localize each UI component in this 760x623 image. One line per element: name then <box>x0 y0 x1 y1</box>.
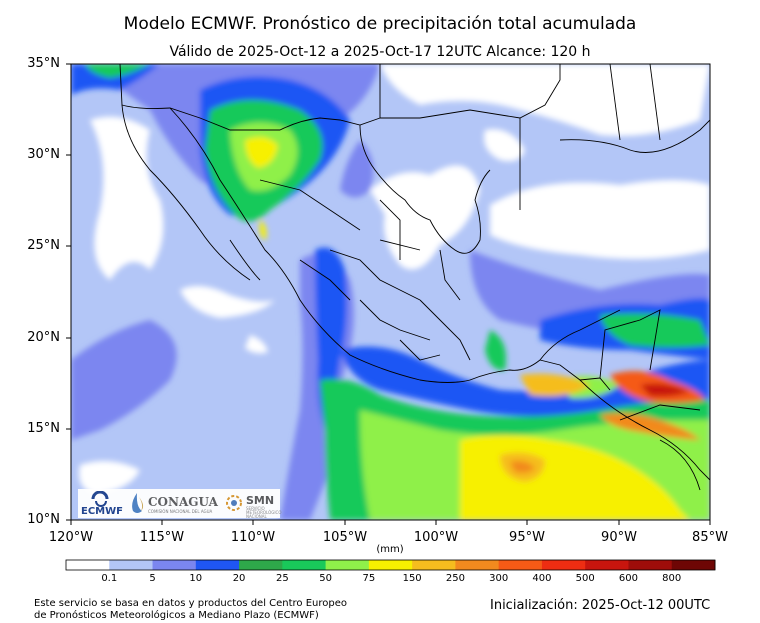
axis-ticks <box>66 63 711 525</box>
lat-label: 15°N <box>27 421 60 436</box>
lon-label: 105°W <box>322 530 368 545</box>
footer-credit: Este servicio se basa en datos y product… <box>34 598 348 621</box>
ecmwf-logo: ECMWF <box>81 490 123 517</box>
colorbar-label: 75 <box>362 573 376 584</box>
colorbar-swatch <box>498 560 543 570</box>
colorbar-swatch <box>412 560 456 570</box>
colorbar-swatch <box>455 560 500 570</box>
lon-label: 85°W <box>692 530 728 545</box>
lat-label: 30°N <box>27 147 60 162</box>
colorbar-label: 150 <box>402 573 422 584</box>
colorbar-swatch <box>325 560 370 570</box>
colorbar-label: 20 <box>232 573 246 584</box>
footer-init-time: Inicialización: 2025-Oct-12 00UTC <box>490 598 711 613</box>
units-label: (mm) <box>376 544 404 555</box>
colorbar-label: 250 <box>445 573 465 584</box>
lon-label: 120°W <box>48 530 94 545</box>
colorbar-label: 50 <box>319 573 332 584</box>
colorbar-label: 0.1 <box>101 573 118 584</box>
colorbar-swatch <box>628 560 673 570</box>
colorbar-swatch <box>66 560 110 570</box>
colorbar-label: 10 <box>189 573 203 584</box>
lat-label: 20°N <box>27 330 60 345</box>
lon-label: 100°W <box>413 530 459 545</box>
colorbar <box>66 560 716 570</box>
lon-label: 115°W <box>139 530 185 545</box>
colorbar-swatch <box>195 560 240 570</box>
smn-logo: SMN SERVICIO METEOROLÓGICO NACIONAL <box>224 491 281 519</box>
borders <box>119 64 710 491</box>
colorbar-swatch <box>541 560 586 570</box>
map-title: Modelo ECMWF. Pronóstico de precipitació… <box>123 14 637 34</box>
lon-label: 95°W <box>509 530 545 545</box>
logos-panel: ECMWF CONAGUA COMISIÓN NACIONAL DEL AGUA… <box>78 489 281 519</box>
map-subtitle: Válido de 2025-Oct-12 a 2025-Oct-17 12UT… <box>169 44 591 60</box>
colorbar-label: 25 <box>275 573 289 584</box>
colorbar-swatch <box>152 560 197 570</box>
map-frame <box>70 63 711 521</box>
colorbar-swatch <box>585 560 629 570</box>
colorbar-swatch <box>671 560 716 570</box>
lat-label: 25°N <box>27 238 60 253</box>
colorbar-label: 5 <box>149 573 156 584</box>
colorbar-label: 800 <box>662 573 682 584</box>
ecmwf-logo-text: ECMWF <box>81 506 123 517</box>
colorbar-swatch <box>368 560 413 570</box>
colorbar-swatch <box>282 560 327 570</box>
lat-label: 10°N <box>27 512 60 527</box>
lon-label: 110°W <box>230 530 276 545</box>
colorbar-swatch <box>109 560 154 570</box>
colorbar-label: 300 <box>489 573 509 584</box>
colorbar-label: 600 <box>618 573 638 584</box>
precip-field <box>71 64 710 520</box>
colorbar-swatch <box>239 560 283 570</box>
lon-label: 90°W <box>601 530 637 545</box>
colorbar-label: 400 <box>532 573 552 584</box>
lat-label: 35°N <box>27 56 60 71</box>
colorbar-label: 500 <box>575 573 595 584</box>
conagua-logo: CONAGUA COMISIÓN NACIONAL DEL AGUA <box>128 491 218 516</box>
